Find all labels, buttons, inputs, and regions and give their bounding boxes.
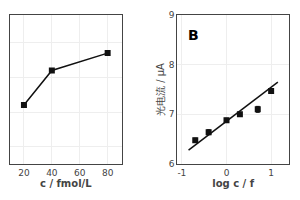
svg-text:7: 7: [169, 109, 175, 119]
svg-text:40: 40: [46, 168, 58, 178]
svg-text:log c / f: log c / f: [212, 178, 254, 189]
svg-text:80: 80: [102, 168, 114, 178]
svg-text:-1: -1: [177, 168, 186, 178]
svg-text:B: B: [188, 27, 199, 43]
svg-text:20: 20: [18, 168, 30, 178]
svg-text:0: 0: [224, 168, 230, 178]
svg-text:c / fmol/L: c / fmol/L: [40, 178, 92, 189]
svg-text:9: 9: [169, 10, 175, 20]
svg-text:6: 6: [169, 159, 175, 169]
svg-text:60: 60: [74, 168, 86, 178]
svg-text:1: 1: [268, 168, 274, 178]
svg-text:光电流 / μA: 光电流 / μA: [155, 63, 166, 116]
svg-text:8: 8: [169, 60, 175, 70]
